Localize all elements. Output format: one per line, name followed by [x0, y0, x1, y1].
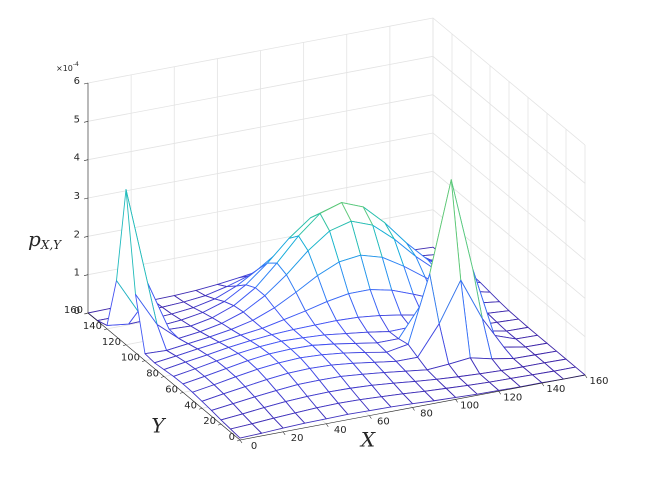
x-axis-label: X — [359, 428, 376, 452]
grid-line — [87, 94, 586, 222]
x-tick-label: 120 — [503, 392, 522, 403]
y-tick — [198, 407, 203, 410]
y-tick — [160, 376, 165, 378]
z-tick — [83, 197, 89, 200]
grid-line — [87, 170, 586, 299]
z-tick — [83, 82, 89, 85]
x-tick — [412, 407, 415, 411]
grid-line — [87, 132, 586, 261]
x-tick — [369, 415, 372, 419]
x-tick — [498, 391, 501, 395]
x-tick-label: 160 — [589, 376, 608, 387]
z-axis-label: pX,Y — [28, 227, 62, 252]
z-exponent: ×10-4 — [56, 61, 79, 73]
z-tick — [83, 121, 89, 123]
y-tick — [236, 439, 241, 442]
z-axis-label-main: p — [28, 227, 41, 251]
grid-line — [87, 209, 586, 337]
z-tick — [83, 274, 89, 276]
y-tick-label: 160 — [64, 305, 83, 316]
x-tick-label: 40 — [334, 425, 347, 436]
y-tick-label: 0 — [229, 432, 235, 443]
grid-line — [87, 55, 586, 184]
y-tick-label: 100 — [121, 353, 140, 364]
x-tick-label: 100 — [460, 400, 479, 411]
y-tick — [122, 344, 127, 347]
x-tick-label: 0 — [251, 441, 257, 452]
x-tick-label: 60 — [377, 417, 390, 428]
grid-line — [87, 17, 586, 146]
z-tick — [83, 236, 89, 238]
z-tick-label: 4 — [74, 153, 80, 164]
y-tick — [217, 423, 222, 426]
x-tick-label: 20 — [291, 433, 304, 444]
z-exponent-base: ×10 — [56, 64, 73, 73]
z-tick-label: 5 — [74, 114, 80, 125]
x-tick — [455, 399, 458, 403]
z-tick — [83, 159, 89, 161]
axes: 0204060801001201401600204060801001201401… — [64, 76, 609, 452]
mesh-cell — [230, 423, 263, 439]
y-tick — [179, 392, 184, 394]
y-axis-label: Y — [151, 414, 166, 438]
x-tick — [282, 431, 286, 436]
x-tick — [239, 439, 243, 444]
y-tick-label: 60 — [165, 384, 178, 395]
z-tick-label: 1 — [74, 268, 80, 279]
y-tick — [103, 328, 108, 331]
z-tick — [83, 312, 89, 315]
z-exponent-power: -4 — [73, 61, 79, 68]
z-tick-label: 3 — [74, 191, 80, 202]
z-tick-label: 0 — [74, 306, 80, 317]
y-tick — [141, 360, 146, 362]
y-tick-label: 40 — [184, 400, 197, 411]
x-tick-label: 140 — [546, 384, 565, 395]
z-tick-label: 2 — [74, 229, 80, 240]
z-axis-label-subscript: X,Y — [40, 238, 62, 252]
x-tick — [584, 374, 588, 379]
z-tick-label: 6 — [74, 76, 80, 87]
x-tick-label: 80 — [420, 409, 433, 420]
y-tick-label: 120 — [102, 337, 121, 348]
surface — [87, 179, 586, 439]
y-tick-label: 80 — [146, 369, 159, 380]
x-tick — [541, 382, 545, 387]
x-tick — [326, 423, 329, 427]
y-tick-label: 140 — [83, 321, 102, 332]
y-tick-label: 20 — [203, 416, 216, 427]
